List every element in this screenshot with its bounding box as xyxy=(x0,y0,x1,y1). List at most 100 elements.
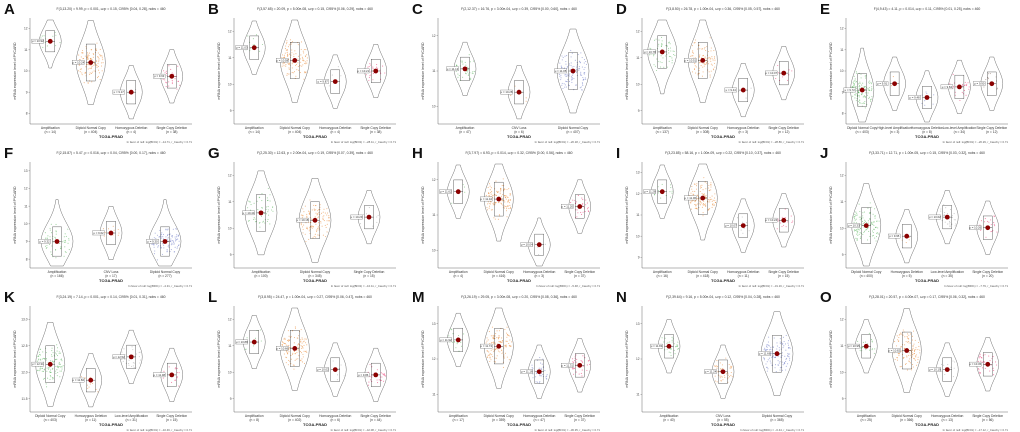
data-point xyxy=(698,206,700,209)
data-point xyxy=(589,363,591,365)
data-point xyxy=(585,60,587,63)
category-label: Single Copy Deletion xyxy=(768,126,799,130)
data-point xyxy=(671,341,673,343)
data-point xyxy=(40,37,42,39)
data-point xyxy=(55,257,57,259)
data-point xyxy=(83,82,85,84)
data-point xyxy=(311,226,313,228)
mean-marker xyxy=(863,223,869,229)
data-point xyxy=(293,350,296,352)
data-point xyxy=(867,343,869,345)
data-point xyxy=(855,229,857,231)
data-point xyxy=(787,342,789,344)
data-point xyxy=(782,336,784,338)
data-point xyxy=(560,74,562,76)
violin-shape xyxy=(556,28,590,114)
data-point xyxy=(558,73,560,76)
data-point xyxy=(322,218,324,220)
category-n: (n = 37) xyxy=(574,418,585,422)
data-point xyxy=(898,355,900,357)
data-point xyxy=(774,367,776,369)
data-point xyxy=(992,356,994,358)
data-point xyxy=(68,239,70,241)
category-label: Diploid Normal Copy xyxy=(847,126,878,130)
y-axis-label: mRNA expression level of PYCARD xyxy=(217,42,221,100)
data-point xyxy=(677,348,679,350)
data-point xyxy=(172,240,174,242)
data-point xyxy=(862,233,864,235)
data-point xyxy=(299,58,302,60)
data-point xyxy=(869,202,871,204)
data-point xyxy=(696,183,698,185)
data-point xyxy=(858,96,860,98)
data-point xyxy=(574,360,576,362)
data-point xyxy=(693,42,695,44)
category-n: (n = 47) xyxy=(459,130,470,134)
mean-label: μ = 9.48 xyxy=(909,95,920,99)
data-point xyxy=(289,53,291,55)
data-point xyxy=(657,189,659,191)
data-point xyxy=(694,39,697,41)
data-point xyxy=(260,340,262,342)
data-point xyxy=(55,34,57,36)
data-point xyxy=(860,348,862,350)
data-point xyxy=(367,384,369,386)
data-point xyxy=(464,191,466,193)
data-point xyxy=(857,234,859,236)
data-point xyxy=(863,95,865,97)
data-point xyxy=(500,341,502,343)
data-point xyxy=(504,201,506,203)
data-point xyxy=(871,96,873,98)
data-point xyxy=(859,81,861,83)
mean-marker xyxy=(373,372,379,378)
data-point xyxy=(913,350,916,353)
data-point xyxy=(323,220,325,222)
data-point xyxy=(291,61,293,63)
category-n: (n = 15) xyxy=(778,274,789,278)
mean-marker xyxy=(536,369,542,375)
data-point xyxy=(671,57,673,59)
data-point xyxy=(914,359,916,361)
data-point xyxy=(503,199,505,202)
data-point xyxy=(857,90,859,92)
data-point xyxy=(541,368,543,371)
data-point xyxy=(328,220,330,222)
mean-label-box xyxy=(928,367,941,372)
data-point xyxy=(902,357,904,359)
data-point xyxy=(781,369,783,371)
data-point xyxy=(372,66,374,68)
data-point xyxy=(297,358,299,360)
data-point xyxy=(859,86,861,88)
data-point xyxy=(675,346,677,348)
x-axis-label: TCGA-PRAD xyxy=(915,278,939,283)
data-point xyxy=(985,236,987,238)
data-point xyxy=(59,376,61,378)
data-points-0 xyxy=(246,187,274,228)
data-point xyxy=(369,379,372,381)
data-point xyxy=(694,63,696,65)
y-tick-label: 12.5 xyxy=(21,344,27,348)
data-point xyxy=(135,353,137,355)
data-point xyxy=(506,205,509,207)
data-point xyxy=(57,366,59,368)
data-point xyxy=(729,367,731,369)
data-point xyxy=(283,338,285,340)
data-points-3 xyxy=(367,364,386,386)
data-point xyxy=(986,220,988,222)
data-point xyxy=(501,350,503,352)
data-point xyxy=(705,49,707,52)
data-point xyxy=(581,361,584,363)
data-point xyxy=(863,230,866,232)
data-point xyxy=(301,361,304,363)
data-point xyxy=(901,333,903,335)
data-point xyxy=(81,52,83,54)
data-point xyxy=(284,52,286,54)
data-point xyxy=(312,225,314,227)
data-point xyxy=(283,54,285,56)
data-point xyxy=(499,188,502,190)
data-point xyxy=(266,220,269,222)
data-point xyxy=(539,374,541,376)
data-point xyxy=(98,61,100,63)
mean-label-box xyxy=(847,223,860,228)
data-point xyxy=(580,73,582,75)
